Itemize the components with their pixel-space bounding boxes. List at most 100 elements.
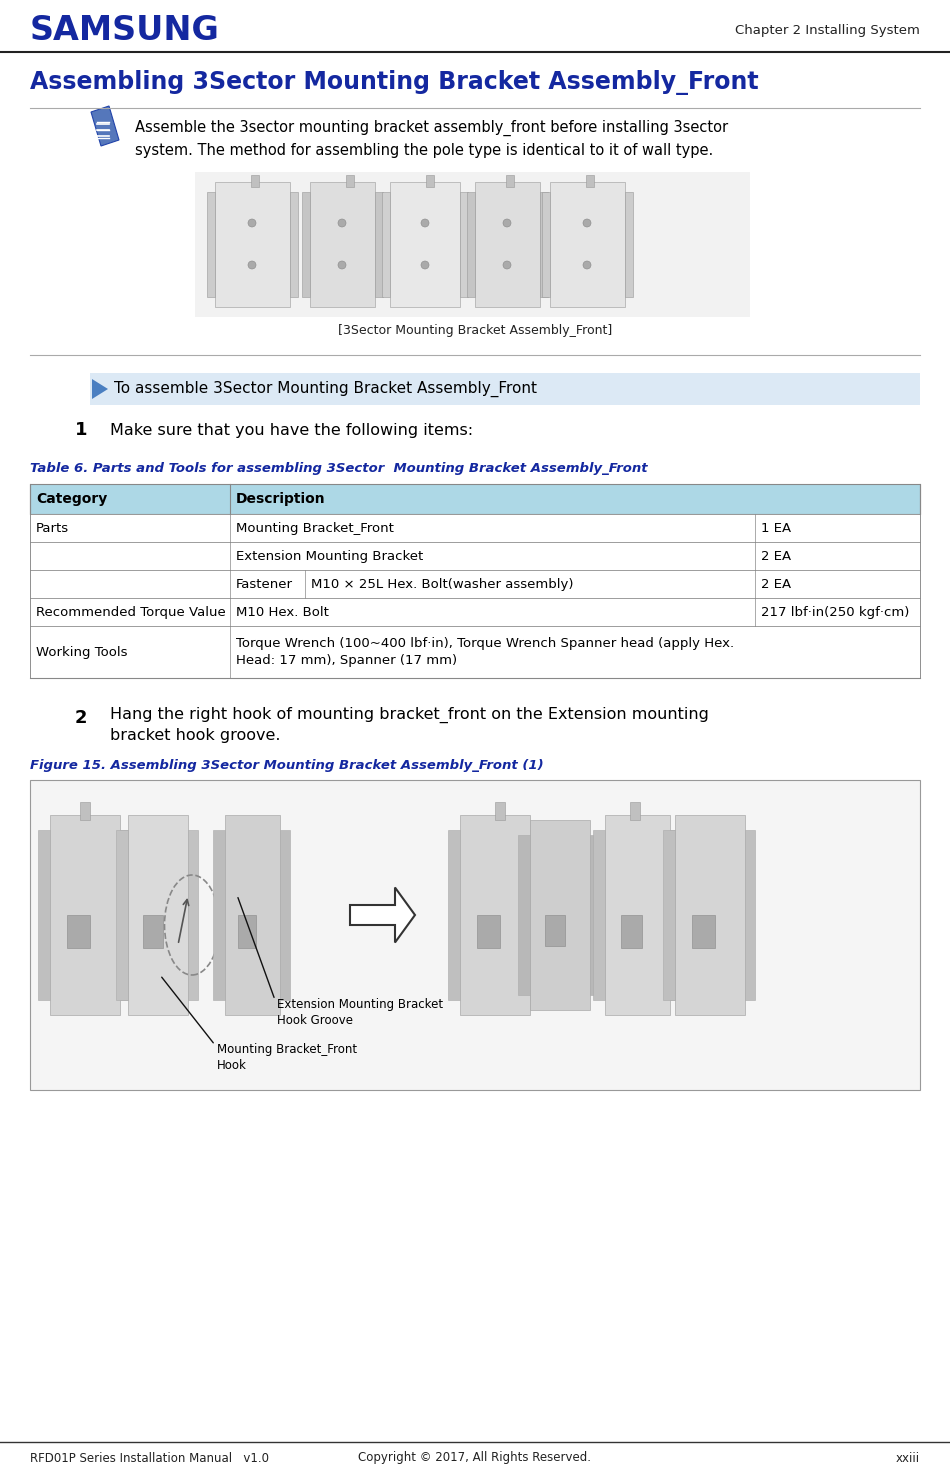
Bar bbox=[195, 172, 750, 317]
Circle shape bbox=[248, 261, 256, 269]
Text: Category: Category bbox=[36, 492, 107, 505]
Text: Mounting Bracket_Front: Mounting Bracket_Front bbox=[236, 521, 394, 535]
Bar bbox=[460, 192, 468, 297]
Bar bbox=[663, 830, 675, 1000]
Bar bbox=[128, 815, 188, 1015]
Bar bbox=[550, 182, 625, 307]
Text: Extension Mounting Bracket: Extension Mounting Bracket bbox=[277, 997, 443, 1011]
Bar bbox=[586, 175, 594, 187]
Text: 2: 2 bbox=[75, 710, 87, 727]
Bar bbox=[302, 192, 310, 297]
Bar bbox=[310, 182, 375, 307]
Bar bbox=[188, 830, 198, 1000]
Bar bbox=[390, 182, 460, 307]
Bar bbox=[30, 570, 920, 598]
Bar bbox=[495, 802, 505, 820]
Text: Fastener: Fastener bbox=[236, 577, 293, 591]
Text: Assemble the 3sector mounting bracket assembly_front before installing 3sector: Assemble the 3sector mounting bracket as… bbox=[135, 120, 728, 137]
Bar bbox=[475, 182, 540, 307]
Text: M10 Hex. Bolt: M10 Hex. Bolt bbox=[236, 605, 329, 618]
Bar bbox=[540, 192, 548, 297]
Circle shape bbox=[583, 261, 591, 269]
Text: Assembling 3Sector Mounting Bracket Assembly_Front: Assembling 3Sector Mounting Bracket Asse… bbox=[30, 69, 759, 94]
Bar bbox=[90, 373, 920, 405]
Circle shape bbox=[338, 261, 346, 269]
Bar bbox=[251, 175, 259, 187]
Text: Hang the right hook of mounting bracket_front on the Extension mounting: Hang the right hook of mounting bracket_… bbox=[110, 707, 709, 723]
Bar bbox=[590, 834, 600, 995]
Bar bbox=[143, 915, 163, 948]
Circle shape bbox=[503, 219, 511, 228]
Text: Recommended Torque Value: Recommended Torque Value bbox=[36, 605, 226, 618]
Bar bbox=[467, 192, 475, 297]
Bar bbox=[530, 820, 590, 1011]
Bar bbox=[67, 915, 90, 948]
Bar bbox=[207, 192, 215, 297]
Text: Figure 15. Assembling 3Sector Mounting Bracket Assembly_Front (1): Figure 15. Assembling 3Sector Mounting B… bbox=[30, 758, 543, 771]
Bar bbox=[375, 192, 383, 297]
Bar bbox=[426, 175, 434, 187]
Text: system. The method for assembling the pole type is identical to it of wall type.: system. The method for assembling the po… bbox=[135, 142, 713, 157]
Text: Hook: Hook bbox=[217, 1059, 247, 1072]
Bar bbox=[477, 915, 500, 948]
Bar bbox=[280, 830, 290, 1000]
Text: 2 EA: 2 EA bbox=[761, 577, 791, 591]
Text: SAMSUNG: SAMSUNG bbox=[30, 13, 219, 47]
Bar bbox=[621, 915, 642, 948]
Bar bbox=[542, 192, 550, 297]
Text: Make sure that you have the following items:: Make sure that you have the following it… bbox=[110, 423, 473, 438]
Bar bbox=[593, 830, 605, 1000]
Text: 217 lbf·in(250 kgf·cm): 217 lbf·in(250 kgf·cm) bbox=[761, 605, 909, 618]
Circle shape bbox=[248, 219, 256, 228]
Bar bbox=[30, 598, 920, 626]
Text: Head: 17 mm), Spanner (17 mm): Head: 17 mm), Spanner (17 mm) bbox=[236, 654, 457, 667]
Text: Extension Mounting Bracket: Extension Mounting Bracket bbox=[236, 549, 424, 563]
Circle shape bbox=[503, 261, 511, 269]
Text: 1: 1 bbox=[75, 422, 87, 439]
Polygon shape bbox=[350, 887, 415, 943]
Bar bbox=[346, 175, 354, 187]
Text: RFD01P Series Installation Manual   v1.0: RFD01P Series Installation Manual v1.0 bbox=[30, 1451, 269, 1465]
Bar bbox=[215, 182, 290, 307]
Bar bbox=[116, 830, 128, 1000]
Text: Chapter 2 Installing System: Chapter 2 Installing System bbox=[735, 24, 920, 37]
Text: xxiii: xxiii bbox=[896, 1451, 920, 1465]
Bar bbox=[530, 830, 540, 1000]
Bar bbox=[38, 830, 50, 1000]
Text: Hook Groove: Hook Groove bbox=[277, 1014, 353, 1027]
Text: Mounting Bracket_Front: Mounting Bracket_Front bbox=[217, 1043, 357, 1056]
Text: Parts: Parts bbox=[36, 521, 69, 535]
Circle shape bbox=[421, 219, 429, 228]
Bar bbox=[675, 815, 745, 1015]
Bar bbox=[745, 830, 755, 1000]
Bar bbox=[120, 830, 130, 1000]
Bar bbox=[625, 192, 633, 297]
Bar bbox=[30, 514, 920, 542]
Bar bbox=[50, 815, 120, 1015]
Text: Table 6. Parts and Tools for assembling 3Sector  Mounting Bracket Assembly_Front: Table 6. Parts and Tools for assembling … bbox=[30, 461, 648, 474]
Circle shape bbox=[338, 219, 346, 228]
Polygon shape bbox=[92, 379, 108, 400]
Bar bbox=[30, 626, 920, 679]
Text: Copyright © 2017, All Rights Reserved.: Copyright © 2017, All Rights Reserved. bbox=[358, 1451, 592, 1465]
Bar bbox=[213, 830, 225, 1000]
Bar bbox=[630, 802, 640, 820]
Polygon shape bbox=[91, 106, 119, 145]
Bar bbox=[238, 915, 256, 948]
Bar bbox=[670, 830, 680, 1000]
Text: Working Tools: Working Tools bbox=[36, 645, 127, 658]
Bar bbox=[382, 192, 390, 297]
Bar bbox=[80, 802, 90, 820]
Text: [3Sector Mounting Bracket Assembly_Front]: [3Sector Mounting Bracket Assembly_Front… bbox=[338, 323, 612, 336]
Bar bbox=[225, 815, 280, 1015]
Bar bbox=[692, 915, 715, 948]
Text: To assemble 3Sector Mounting Bracket Assembly_Front: To assemble 3Sector Mounting Bracket Ass… bbox=[114, 380, 537, 397]
Bar bbox=[605, 815, 670, 1015]
Text: 2 EA: 2 EA bbox=[761, 549, 791, 563]
Bar bbox=[460, 815, 530, 1015]
Circle shape bbox=[583, 219, 591, 228]
Bar bbox=[30, 780, 920, 1090]
Text: bracket hook groove.: bracket hook groove. bbox=[110, 727, 280, 742]
Bar bbox=[30, 542, 920, 570]
Text: M10 × 25L Hex. Bolt(washer assembly): M10 × 25L Hex. Bolt(washer assembly) bbox=[311, 577, 574, 591]
